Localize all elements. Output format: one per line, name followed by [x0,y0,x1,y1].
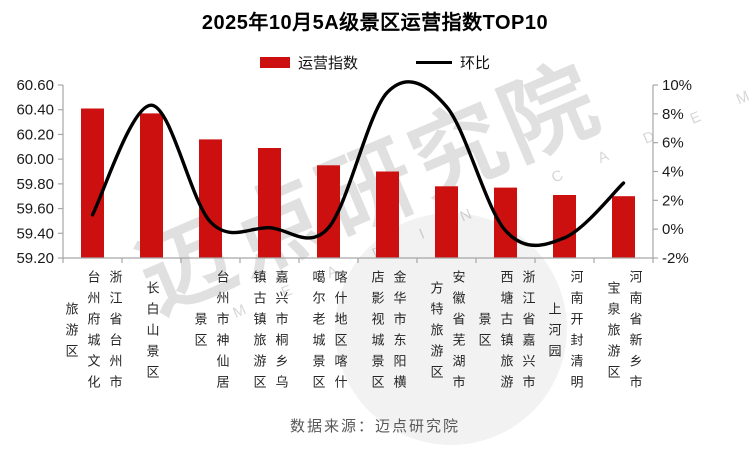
right-axis-tick-label: 0% [662,221,684,238]
right-axis-tick-label: -2% [662,250,689,267]
bar-series-swatch [259,57,290,68]
bar-1 [140,113,163,259]
bar-3 [258,148,281,258]
right-axis-tick-label: 4% [662,164,684,181]
left-axis-tick-label: 59.80 [16,176,54,193]
left-axis-tick-label: 60.40 [16,102,54,119]
bar-2 [199,139,222,258]
data-source-note: 数据来源：迈点研究院 [289,418,460,435]
legend: 运营指数 环比 [0,52,750,73]
legend-item-operating-index[interactable]: 运营指数 [259,52,358,73]
bar-6 [435,186,458,258]
right-axis-tick-label: 10% [662,77,692,94]
left-axis-tick-label: 60.60 [16,77,54,94]
right-axis-tick-label: 6% [662,135,684,152]
left-axis-tick-label: 60.20 [16,126,54,143]
bar-9 [612,196,635,258]
line-series-swatch [416,61,452,64]
right-axis-tick-label: 2% [662,192,684,209]
left-axis-tick-label: 59.20 [16,250,54,267]
bar-0 [81,108,104,258]
mom-change-line [90,80,626,247]
bar-7 [494,187,517,258]
legend-line-label: 环比 [460,55,491,72]
left-axis-tick-label: 60.00 [16,151,54,168]
bar-8 [553,195,576,258]
right-axis-tick-label: 8% [662,106,684,123]
bar-5 [376,171,399,258]
legend-bar-label: 运营指数 [297,55,358,72]
legend-item-mom-change[interactable]: 环比 [416,52,490,73]
left-axis-tick-label: 59.40 [16,225,54,242]
left-axis-tick-label: 59.60 [16,201,54,218]
chart-title: 2025年10月5A级景区运营指数TOP10 [201,12,549,34]
